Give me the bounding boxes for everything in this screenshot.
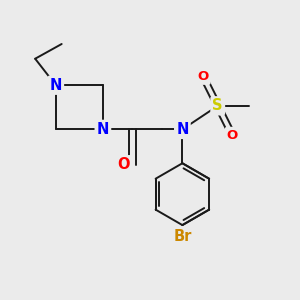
Text: N: N: [176, 122, 189, 137]
Text: O: O: [117, 157, 130, 172]
Text: O: O: [197, 70, 208, 83]
Text: Br: Br: [173, 230, 192, 244]
Text: N: N: [50, 78, 62, 93]
Text: N: N: [97, 122, 109, 137]
Text: O: O: [227, 129, 238, 142]
Text: S: S: [212, 98, 223, 113]
